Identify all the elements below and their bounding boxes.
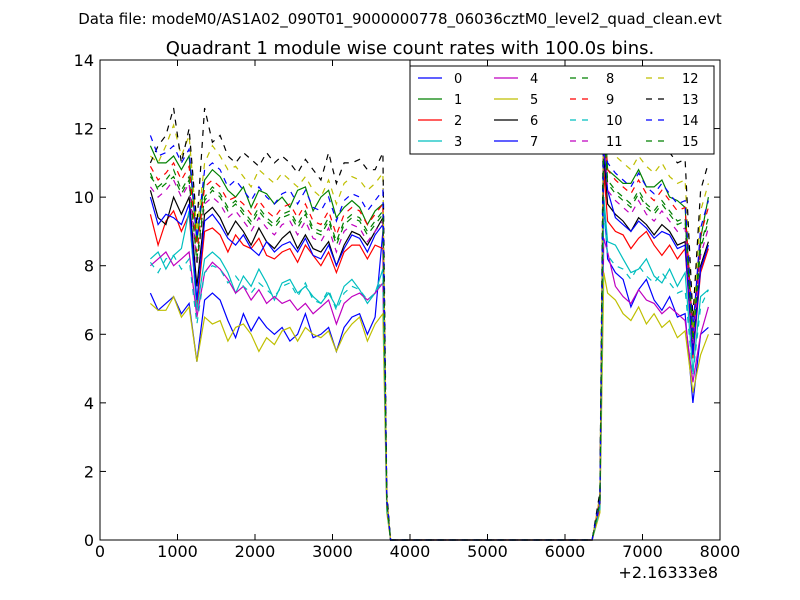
x-tick-label: 2000 (235, 542, 276, 561)
legend-box (409, 65, 715, 155)
x-tick-label: 8000 (700, 542, 741, 561)
series-line-12 (149, 87, 709, 541)
legend-label-7: 7 (530, 135, 538, 150)
legend-label-3: 3 (454, 135, 462, 150)
series-line-5 (149, 272, 709, 541)
series-line-0 (149, 197, 709, 541)
series-line-7 (149, 145, 709, 541)
series-line-8 (149, 121, 709, 541)
series-line-15 (149, 128, 709, 541)
chart-title: Quadrant 1 module wise count rates with … (166, 38, 655, 59)
legend-label-2: 2 (454, 114, 462, 129)
legend-label-0: 0 (454, 72, 462, 87)
legend-label-13: 13 (682, 93, 699, 108)
series-line-3 (149, 197, 709, 541)
series-line-11 (149, 135, 709, 541)
legend-label-5: 5 (530, 93, 538, 108)
legend-label-12: 12 (682, 72, 699, 87)
y-tick-label: 8 (84, 257, 94, 276)
series-line-4 (150, 238, 709, 541)
series-line-6 (149, 152, 709, 541)
x-axis: 0 1000 2000 3000 4000 5000 6000 7000 8000 (95, 60, 740, 561)
legend-label-1: 1 (454, 93, 462, 108)
y-tick-label: 14 (74, 51, 94, 70)
x-tick-label: 4000 (390, 542, 431, 561)
legend-label-8: 8 (606, 72, 614, 87)
legend-label-14: 14 (682, 114, 699, 129)
legend-label-4: 4 (530, 72, 538, 87)
y-tick-label: 4 (84, 394, 94, 413)
legend-label-15: 15 (682, 135, 699, 150)
x-tick-label: 7000 (622, 542, 663, 561)
legend-label-11: 11 (606, 135, 623, 150)
x-tick-label: 1000 (157, 542, 198, 561)
chart-suptitle: Data file: modeM0/AS1A02_090T01_90000007… (78, 10, 722, 29)
series-line-2 (149, 169, 709, 541)
y-tick-label: 0 (84, 531, 94, 550)
legend-label-6: 6 (530, 114, 538, 129)
x-tick-label: 6000 (545, 542, 586, 561)
series-line-9 (149, 111, 709, 541)
legend-label-10: 10 (606, 114, 623, 129)
series-line-10 (149, 210, 709, 541)
series-layer (149, 66, 709, 541)
legend-label-9: 9 (606, 93, 614, 108)
y-tick-label: 2 (84, 462, 94, 481)
x-tick-label: 0 (95, 542, 105, 561)
series-line-1 (149, 101, 709, 541)
y-tick-label: 6 (84, 325, 94, 344)
x-axis-offset-label: +2.16333e8 (618, 563, 718, 582)
x-tick-label: 5000 (467, 542, 508, 561)
y-tick-label: 12 (74, 120, 94, 139)
y-tick-label: 10 (74, 188, 94, 207)
series-line-14 (149, 104, 709, 541)
x-tick-label: 3000 (312, 542, 353, 561)
series-line-13 (149, 66, 709, 541)
